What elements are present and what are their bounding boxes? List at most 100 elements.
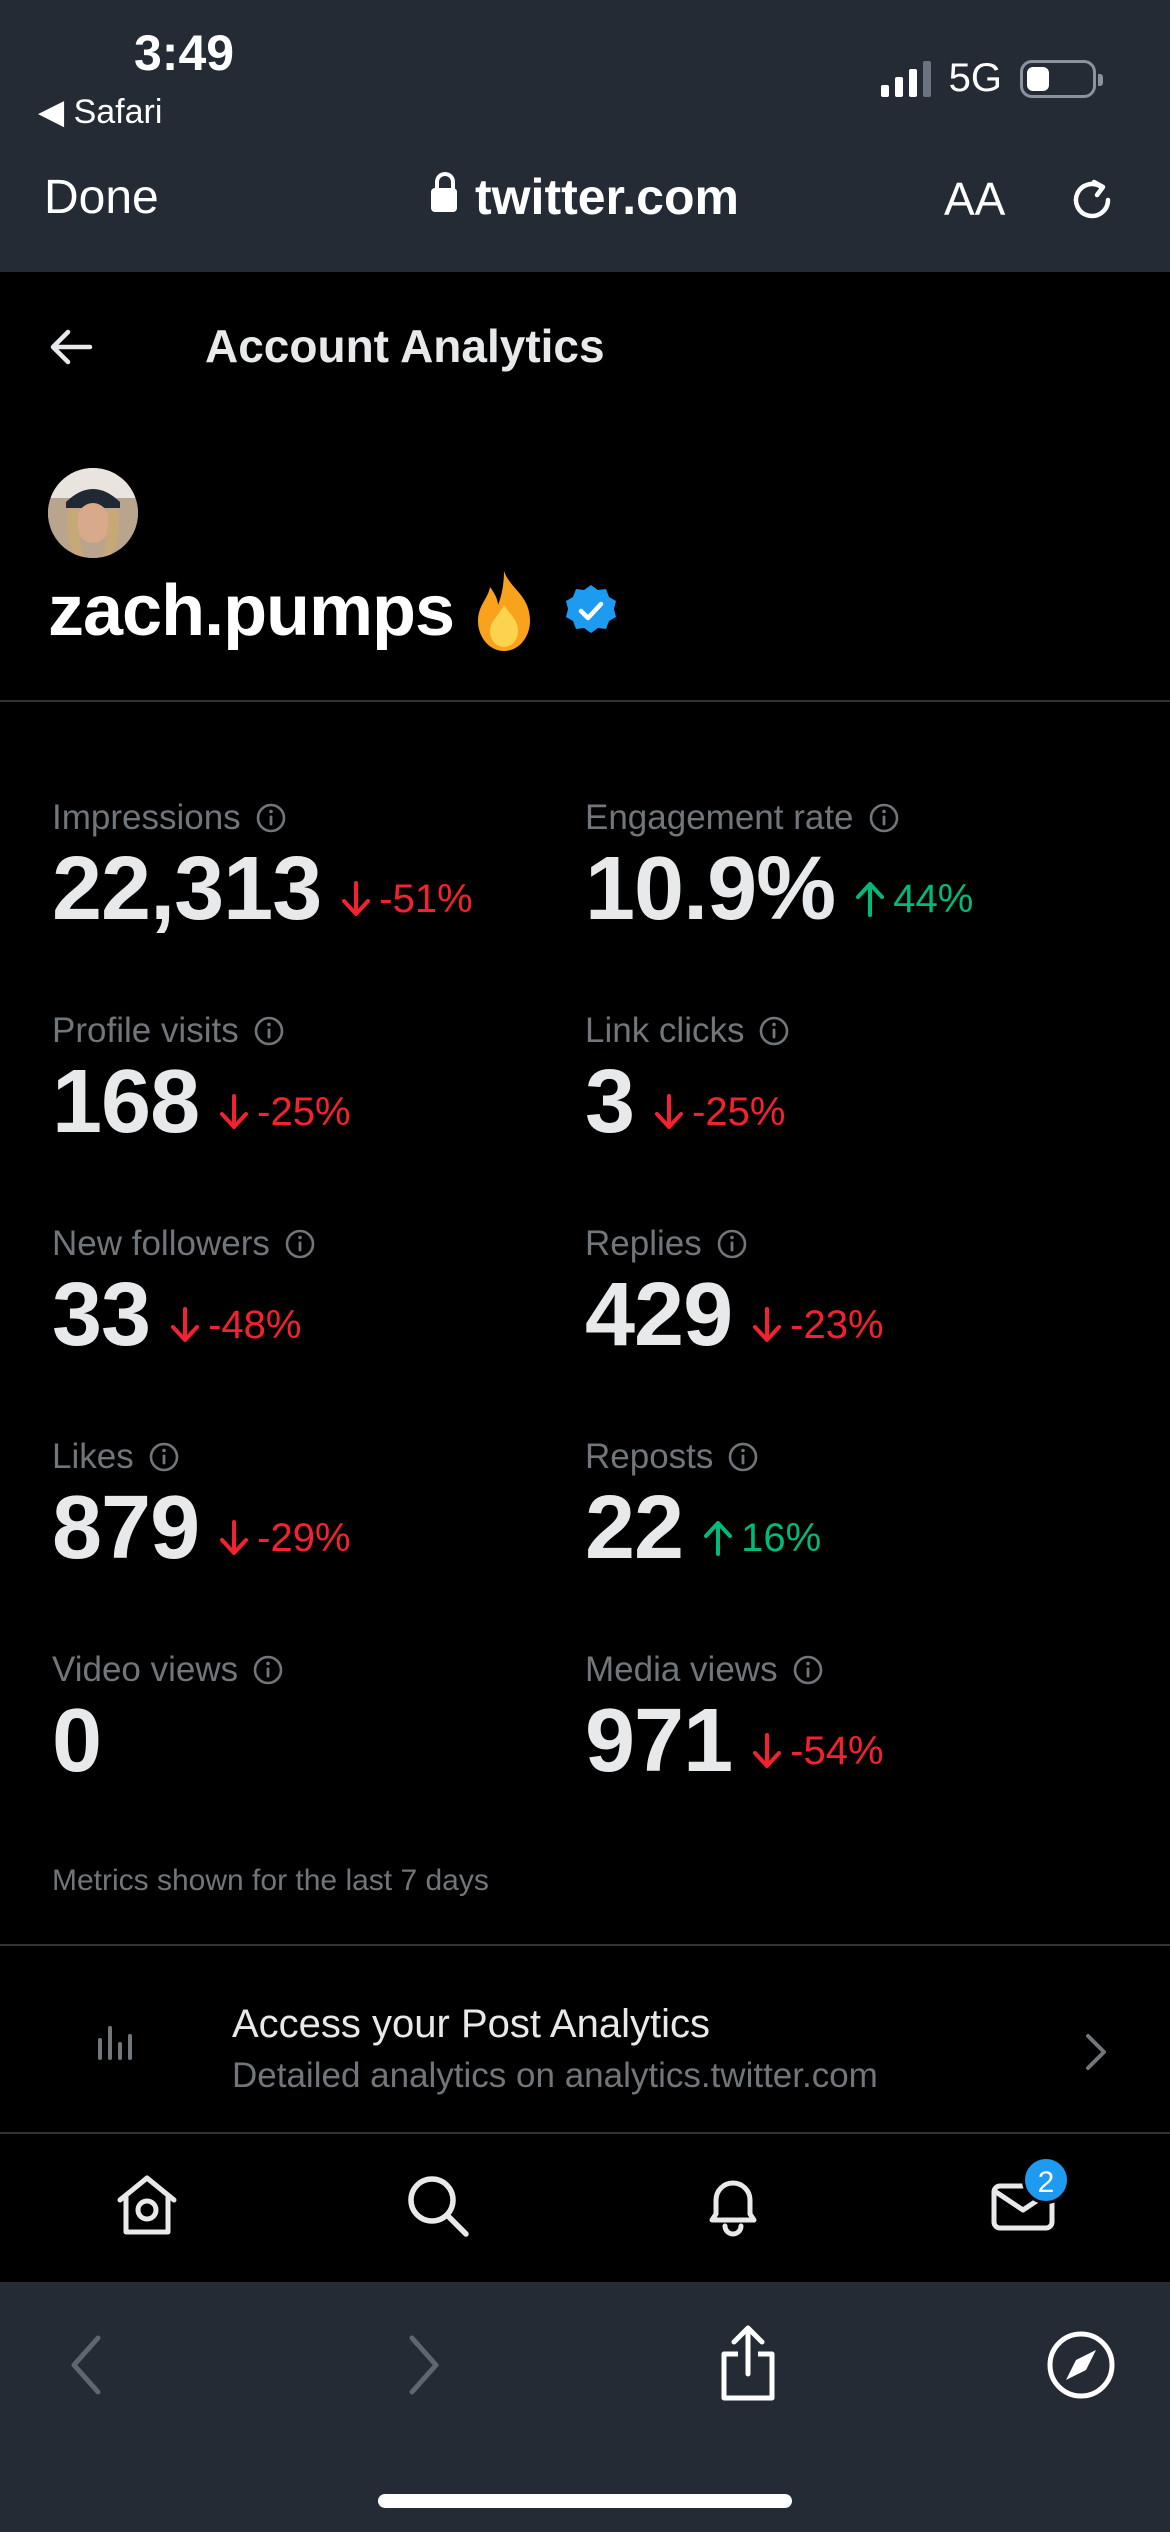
post-analytics-subtitle: Detailed analytics on analytics.twitter.… xyxy=(232,2056,878,2095)
metric-label-row: Likes xyxy=(52,1437,572,1477)
metric-reposts: Reposts 22 16% xyxy=(585,1437,1105,1573)
arrow-down-icon xyxy=(652,1092,692,1132)
messages-badge: 2 xyxy=(1022,2156,1070,2204)
metric-value-row: 10.9% 44% xyxy=(585,844,1105,934)
info-icon[interactable] xyxy=(148,1441,180,1473)
info-icon[interactable] xyxy=(716,1228,748,1260)
profile-name-row: zach.pumps xyxy=(48,565,620,657)
metric-change-value: -48% xyxy=(208,1302,302,1347)
metric-value-row: 22,313 -51% xyxy=(52,844,572,934)
done-button[interactable]: Done xyxy=(44,171,159,224)
metric-value: 10.9% xyxy=(585,839,836,939)
metric-change: -54% xyxy=(750,1728,884,1774)
metric-label: Link clicks xyxy=(585,1011,745,1050)
info-icon[interactable] xyxy=(758,1015,790,1047)
metric-value: 168 xyxy=(52,1052,200,1152)
metric-label-row: Profile visits xyxy=(52,1011,572,1051)
metric-change: 16% xyxy=(701,1516,821,1561)
metric-value: 22 xyxy=(585,1478,684,1578)
metric-label-row: Media views xyxy=(585,1650,1105,1690)
metric-value: 429 xyxy=(585,1265,733,1365)
arrow-down-icon xyxy=(168,1305,208,1345)
metric-video-views: Video views 0 xyxy=(52,1650,572,1786)
metric-impressions: Impressions 22,313 -51% xyxy=(52,798,572,934)
safari-bottom-toolbar xyxy=(0,2282,1170,2532)
info-icon[interactable] xyxy=(252,1654,284,1686)
metric-label: Replies xyxy=(585,1224,702,1263)
text-size-label: AA xyxy=(944,173,1006,225)
metric-change: 44% xyxy=(853,877,973,922)
metric-value: 3 xyxy=(585,1052,635,1152)
status-time: 3:49 xyxy=(134,25,235,81)
share-icon[interactable] xyxy=(716,2322,780,2402)
arrow-down-icon xyxy=(217,1518,257,1558)
metric-change-value: -54% xyxy=(790,1728,884,1773)
info-icon[interactable] xyxy=(727,1441,759,1473)
metric-value: 22,313 xyxy=(52,839,322,939)
verified-badge-icon xyxy=(566,585,617,633)
divider xyxy=(0,1944,1170,1946)
metric-label-row: Replies xyxy=(585,1224,1105,1264)
metric-value-row: 168 -25% xyxy=(52,1057,572,1147)
metric-value: 879 xyxy=(52,1478,200,1578)
metric-label: Impressions xyxy=(52,798,241,837)
info-icon[interactable] xyxy=(792,1654,824,1686)
metric-media-views: Media views 971 -54% xyxy=(585,1650,1105,1786)
reload-icon[interactable] xyxy=(1064,170,1120,226)
bottom-tab-bar: 2 xyxy=(0,2134,1170,2282)
info-icon[interactable] xyxy=(868,802,900,834)
metric-value: 33 xyxy=(52,1265,151,1365)
address-field[interactable]: twitter.com xyxy=(0,168,1170,226)
metric-label: Likes xyxy=(52,1437,134,1476)
page-header: Account Analytics xyxy=(0,272,1170,422)
metric-change-value: -23% xyxy=(790,1302,884,1347)
metric-new-followers: New followers 33 -48% xyxy=(52,1224,572,1360)
username: zach.pumps xyxy=(48,571,455,651)
metric-change: -29% xyxy=(217,1515,351,1561)
browser-back-icon[interactable] xyxy=(66,2332,106,2398)
divider xyxy=(0,2132,1170,2134)
metric-change-value: -29% xyxy=(257,1515,351,1560)
metric-label-row: Video views xyxy=(52,1650,572,1690)
post-analytics-title: Access your Post Analytics xyxy=(232,2002,710,2046)
metric-link-clicks: Link clicks 3 -25% xyxy=(585,1011,1105,1147)
metric-label-row: Impressions xyxy=(52,798,572,838)
metric-change-value: -25% xyxy=(257,1089,351,1134)
metric-change-value: -25% xyxy=(692,1089,786,1134)
network-type: 5G xyxy=(948,56,1002,100)
metric-label-row: Engagement rate xyxy=(585,798,1105,838)
compass-icon[interactable] xyxy=(1046,2330,1116,2400)
metric-value-row: 429 -23% xyxy=(585,1270,1105,1360)
cellular-signal-icon xyxy=(880,60,931,97)
metric-label: Engagement rate xyxy=(585,798,854,837)
metric-value-row: 22 16% xyxy=(585,1483,1105,1573)
url-text: twitter.com xyxy=(475,169,739,225)
post-analytics-link[interactable]: Access your Post Analytics Detailed anal… xyxy=(0,1948,1170,2132)
analytics-bar-chart-icon xyxy=(98,2026,132,2060)
text-size-button[interactable]: AA xyxy=(944,172,1005,226)
search-icon[interactable] xyxy=(402,2170,472,2240)
metric-replies: Replies 429 -23% xyxy=(585,1224,1105,1360)
info-icon[interactable] xyxy=(253,1015,285,1047)
back-arrow-icon[interactable] xyxy=(48,324,94,370)
arrow-up-icon xyxy=(853,879,893,919)
back-to-app-link[interactable]: ◀ Safari xyxy=(38,93,163,131)
metric-engagement-rate: Engagement rate 10.9% 44% xyxy=(585,798,1105,934)
chevron-right-icon xyxy=(1086,2034,1106,2070)
safari-top-bar: 3:49 ◀ Safari 5G Done twitter.com AA xyxy=(0,0,1170,272)
arrow-down-icon xyxy=(750,1305,790,1345)
info-icon[interactable] xyxy=(284,1228,316,1260)
metric-change-value: 44% xyxy=(893,876,974,921)
url-bar: Done twitter.com AA xyxy=(0,150,1170,250)
metric-value-row: 879 -29% xyxy=(52,1483,572,1573)
home-icon[interactable] xyxy=(112,2170,182,2240)
browser-forward-icon[interactable] xyxy=(404,2332,444,2398)
info-icon[interactable] xyxy=(255,802,287,834)
avatar-image xyxy=(48,468,138,558)
notifications-bell-icon[interactable] xyxy=(698,2170,768,2240)
metric-likes: Likes 879 -29% xyxy=(52,1437,572,1573)
page-title: Account Analytics xyxy=(205,320,605,372)
avatar[interactable] xyxy=(48,468,138,558)
metric-change-value: -51% xyxy=(379,876,473,921)
battery-icon xyxy=(1020,59,1103,98)
